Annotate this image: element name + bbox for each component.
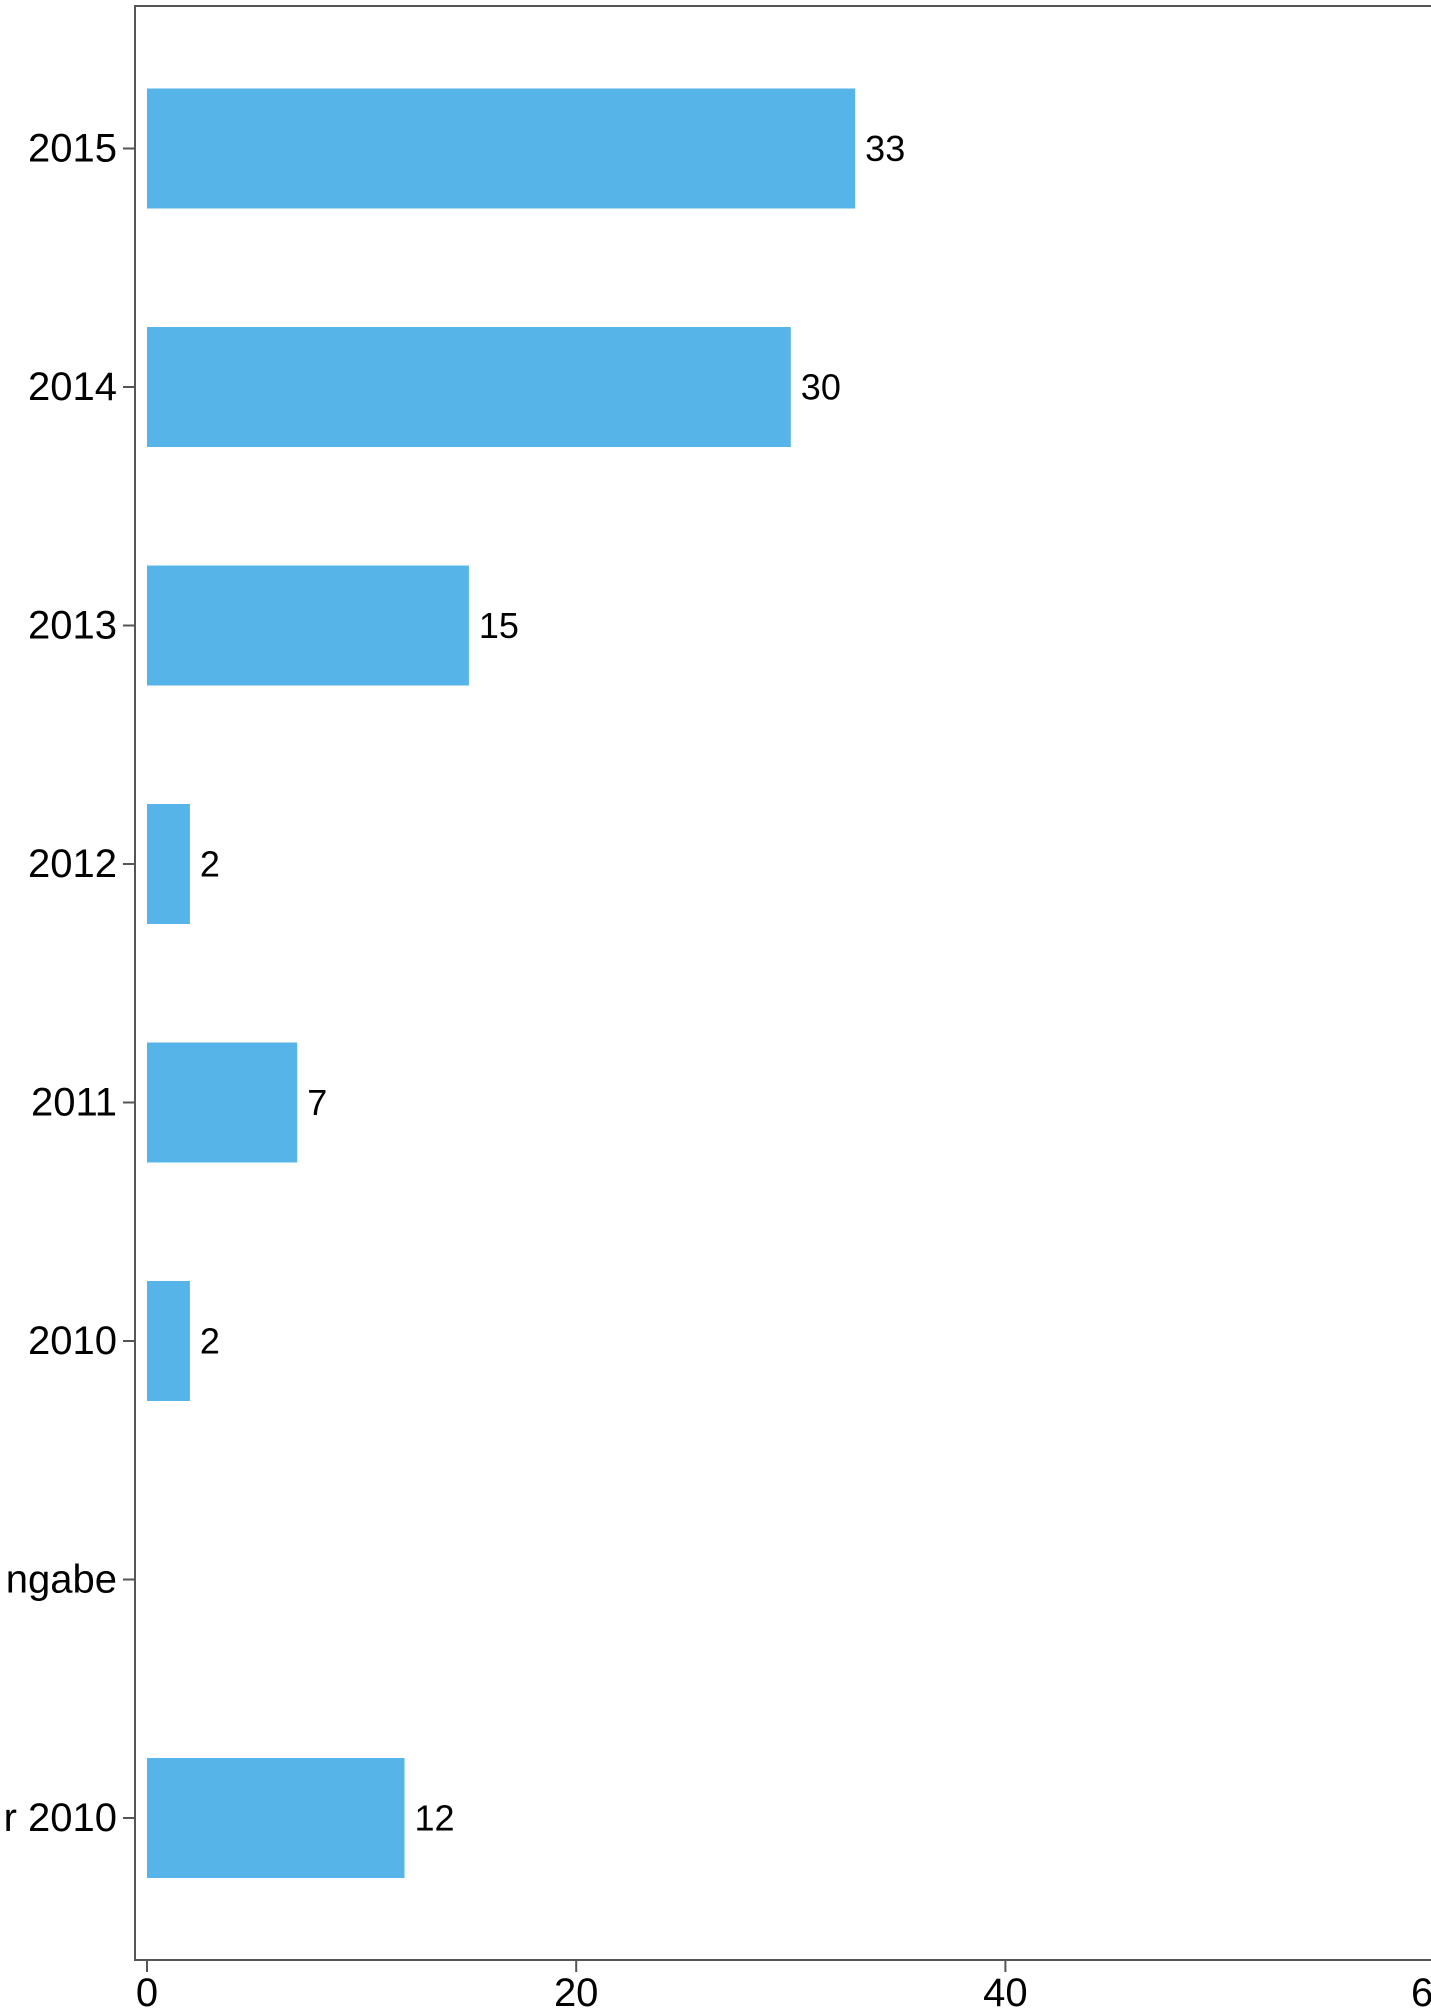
x-tick-label-20: 20 <box>554 1971 599 2015</box>
plot-panel-border <box>134 5 1431 1961</box>
x-tick-label-40: 40 <box>983 1971 1028 2015</box>
y-tick-label-2012: 2012 <box>28 842 117 886</box>
value-labels-group: 12 2 7 2 15 30 33 <box>200 128 905 1839</box>
x-axis: 0 20 40 6 <box>136 1960 1431 2015</box>
bar-2010 <box>147 1281 190 1401</box>
y-tick-label-2015: 2015 <box>28 127 117 171</box>
bar-2013 <box>147 565 469 686</box>
value-label-vor-2010: 12 <box>415 1798 455 1839</box>
value-label-2013: 15 <box>479 605 519 646</box>
y-tick-label-2013: 2013 <box>28 604 117 648</box>
value-label-2010: 2 <box>200 1321 220 1362</box>
x-tick-label-60: 6 <box>1411 1971 1431 2015</box>
bar-2014 <box>147 327 791 447</box>
y-tick-label-2014: 2014 <box>28 365 117 409</box>
bar-vor-2010 <box>147 1758 405 1878</box>
value-label-2015: 33 <box>865 128 905 169</box>
bar-2011 <box>147 1042 298 1163</box>
bar-2012 <box>147 804 190 924</box>
y-axis: r 2010 ngabe 2010 2011 2012 2013 2014 2015 <box>4 127 135 1840</box>
y-tick-label-vor-2010: r 2010 <box>4 1796 117 1840</box>
value-label-2012: 2 <box>200 844 220 885</box>
value-label-2011: 7 <box>307 1082 327 1123</box>
value-label-2014: 30 <box>801 367 841 408</box>
bar-2015 <box>147 88 856 209</box>
y-tick-label-keine-angabe: ngabe <box>6 1558 117 1602</box>
x-tick-label-0: 0 <box>136 1971 158 2015</box>
y-tick-label-2010: 2010 <box>28 1319 117 1363</box>
bars-group <box>147 88 856 1878</box>
y-tick-label-2011: 2011 <box>31 1081 117 1125</box>
